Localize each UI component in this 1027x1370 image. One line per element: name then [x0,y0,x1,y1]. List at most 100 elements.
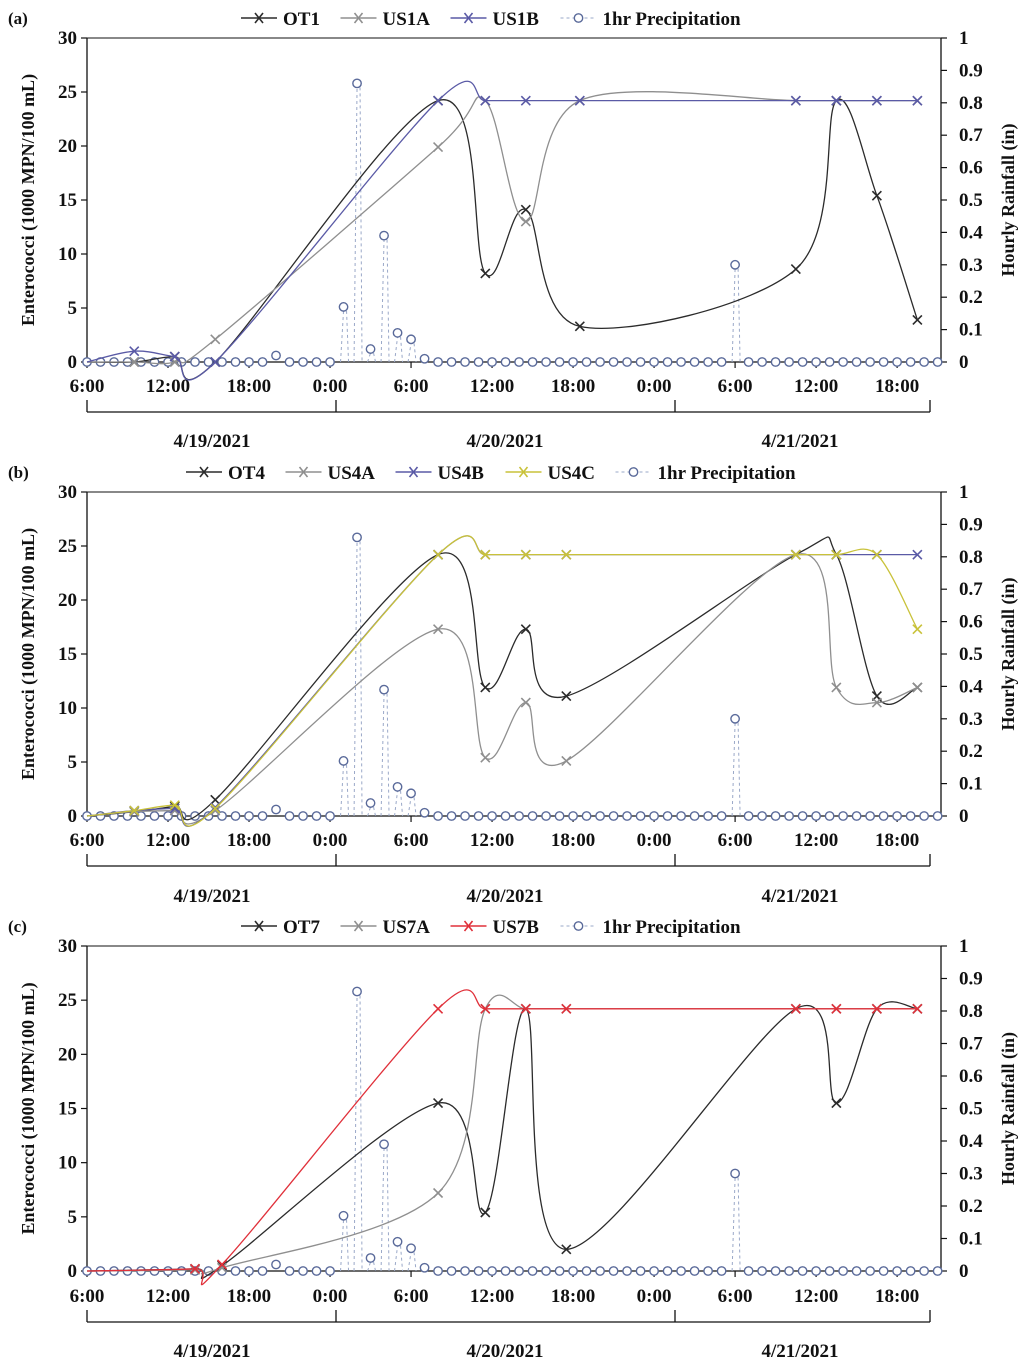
y2-tick-label: 0.6 [959,158,983,179]
marker-stroke [912,549,923,560]
precip-dropline [386,1148,390,1272]
precip-dropline [353,541,358,817]
precip-point [892,811,903,821]
marker-stroke [480,95,491,106]
y2-axis-title: Hourly Rainfall (in) [998,577,1019,730]
precip-point [730,1168,740,1179]
series-point-US4C [169,800,180,811]
precip-point [622,1266,632,1276]
precip-point [217,357,227,367]
x-tick-label: 12:00 [794,1286,838,1307]
precip-point [298,1266,308,1276]
x-tick-label: 0:00 [637,1286,672,1307]
precip-point [95,811,106,821]
precip-point [784,811,795,821]
legend-item-us4b: US4B [395,463,484,484]
y2-tick-label: 0.5 [959,644,983,665]
y2-tick-label: 0.2 [959,287,983,308]
precip-dropline [413,343,417,363]
marker-stroke [574,95,585,106]
precip-point [554,811,565,821]
precip-point [527,357,538,367]
precip-dropline [340,1219,345,1272]
precip-point [311,811,322,821]
series-point-OT7 [432,1098,444,1109]
y-tick-label: 10 [58,698,77,719]
y2-tick-label: 1 [959,28,969,49]
legend-swatch-marker [353,920,364,932]
series-point-US7B [432,1003,444,1014]
precip-point [541,811,551,821]
x-tick-label: 6:00 [70,376,105,397]
series-point-US4A [520,697,531,708]
series-point-US1B [790,95,801,106]
series-point-OT4 [480,682,491,693]
y-tick-label: 0 [68,352,78,373]
precip-dropline [353,87,358,363]
precip-point [406,334,416,345]
precip-point [446,1266,457,1276]
precip-dropline [340,310,345,363]
y-tick-label: 5 [68,752,78,773]
precip-point [851,811,862,821]
precip-point [460,1266,470,1276]
legend-item-ot1: OT1 [241,9,320,30]
precip-point [433,811,443,821]
series-point-US4A [432,624,444,635]
marker-stroke [912,1003,923,1014]
y2-tick-label: 0.4 [959,676,983,697]
precip-point [919,1266,930,1276]
date-label: 4/19/2021 [173,1341,250,1362]
marker-stroke [210,805,221,816]
legend-item-us7a: US7A [340,917,430,938]
legend-label: US7B [493,917,540,938]
marker-stroke [520,216,531,227]
series-point-US1B [129,346,140,357]
precip-dropline [400,790,404,817]
y-tick-label: 0 [68,806,78,827]
series-point-US7B [912,1003,923,1014]
y2-tick-label: 0.9 [959,514,983,535]
y-axis-title: Enterococci (1000 MPN/100 mL) [18,74,39,326]
y-tick-label: 30 [58,936,77,957]
precip-point [554,357,565,367]
x-tick-label: 12:00 [794,376,838,397]
precip-point [797,1266,808,1276]
series-point-OT4 [210,794,221,805]
precip-dropline [359,541,363,817]
precip-point [244,811,254,821]
precip-point [865,1266,876,1276]
precip-point [743,357,754,367]
series-point-US4C [520,549,531,560]
precip-point [298,357,308,367]
precip-point [230,1266,241,1276]
x-tick-label: 18:00 [875,830,919,851]
precip-point [797,811,808,821]
precip-point [419,807,430,818]
precip-point [487,357,497,367]
y2-tick-label: 1 [959,936,969,957]
y-tick-label: 5 [68,298,78,319]
date-label: 4/21/2021 [761,1341,838,1362]
series-line-OT4 [86,536,918,821]
series-point-OT4 [520,624,531,635]
precip-dropline [359,87,363,363]
precip-point [514,357,524,367]
precip-dropline [413,797,417,817]
series-point-US4C [871,549,882,560]
precip-point [338,1210,349,1221]
y2-tick-label: 0.6 [959,612,983,633]
precip-point [473,1266,484,1276]
precip-point [514,1266,524,1276]
date-label: 4/19/2021 [173,431,250,452]
marker-stroke [189,1263,201,1274]
precip-dropline [731,1177,736,1272]
x-tick-label: 12:00 [146,376,190,397]
y-tick-label: 30 [58,28,77,49]
legend-item-us1a: US1A [340,9,430,30]
precip-point [284,811,295,821]
precip-point [649,811,659,821]
marker-stroke [480,752,491,763]
precip-dropline [380,239,385,363]
series-point-US4C [561,549,572,560]
